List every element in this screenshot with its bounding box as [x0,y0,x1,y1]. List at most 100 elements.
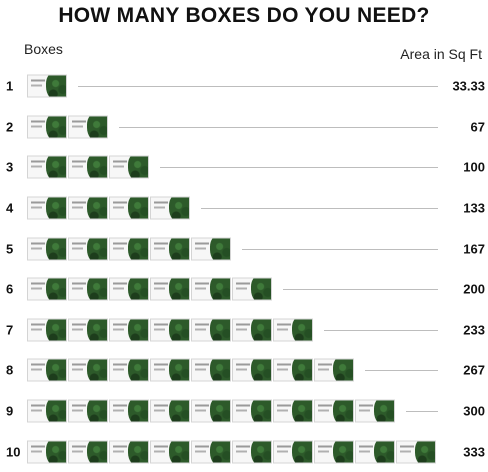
boxwood-box-icon [109,318,149,342]
boxwood-box-icon [109,440,149,464]
area-value: 133 [463,200,485,216]
boxwood-box-icon [191,358,231,382]
boxwood-box-icon [68,155,108,179]
boxwood-box-icon [109,196,149,220]
boxwood-box-icon [232,277,272,301]
boxwood-box-icon [273,318,313,342]
boxwood-box-icon [27,277,67,301]
table-row: 3 100 [0,147,488,188]
box-icons-group [27,74,67,98]
boxwood-box-icon [27,358,67,382]
area-value: 233 [463,322,485,338]
boxwood-box-icon [191,237,231,261]
leader-line [406,411,438,413]
box-count-label: 2 [6,119,14,135]
box-icons-group [27,358,354,382]
boxwood-box-icon [150,196,190,220]
boxwood-box-icon [150,440,190,464]
boxwood-box-icon [232,399,272,423]
boxwood-box-icon [150,318,190,342]
area-value: 200 [463,281,485,297]
box-icons-group [27,318,313,342]
box-count-label: 10 [6,444,21,460]
boxwood-box-icon [314,399,354,423]
boxwood-box-icon [191,399,231,423]
boxwood-box-icon [273,358,313,382]
boxwood-box-icon [109,237,149,261]
box-count-label: 3 [6,159,14,175]
table-row: 2 67 [0,107,488,148]
boxwood-box-icon [109,399,149,423]
box-icons-group [27,399,395,423]
table-row: 6 200 [0,269,488,310]
box-icons-group [27,155,149,179]
boxwood-box-icon [109,277,149,301]
boxwood-box-icon [27,399,67,423]
boxwood-box-icon [27,318,67,342]
leader-line [242,248,438,250]
boxwood-box-icon [355,399,395,423]
boxwood-box-icon [68,399,108,423]
box-count-label: 7 [6,322,14,338]
boxwood-box-icon [109,155,149,179]
boxwood-box-icon [150,277,190,301]
area-value: 33.33 [452,78,485,94]
boxwood-box-icon [68,196,108,220]
box-icons-group [27,115,108,139]
boxes-column-header: Boxes [24,41,63,57]
area-value: 267 [463,362,485,378]
table-row: 10 333 [0,431,488,472]
box-icons-group [27,237,231,261]
boxwood-box-icon [150,399,190,423]
table-row: 8 267 [0,350,488,391]
boxwood-box-icon [396,440,436,464]
area-value: 333 [463,444,485,460]
leader-line [324,329,438,331]
boxwood-box-icon [68,115,108,139]
table-row: 9 300 [0,391,488,432]
box-count-label: 8 [6,362,14,378]
leader-line [119,126,438,128]
box-count-label: 4 [6,200,14,216]
box-count-label: 1 [6,78,14,94]
box-icons-group [27,196,190,220]
table-row: 7 233 [0,310,488,351]
boxwood-box-icon [68,440,108,464]
box-count-label: 6 [6,281,14,297]
boxes-area-table: 1 33.33 2 67 3 100 4 133 5 167 6 200 7 233 8 267 9 300 10 3… [0,66,488,472]
boxwood-box-icon [191,318,231,342]
table-row: 4 133 [0,188,488,229]
boxwood-box-icon [232,318,272,342]
area-column-header: Area in Sq Ft [400,46,482,62]
boxwood-box-icon [27,237,67,261]
boxwood-box-icon [27,440,67,464]
area-value: 300 [463,403,485,419]
boxwood-box-icon [314,440,354,464]
boxwood-box-icon [27,155,67,179]
box-icons-group [27,440,436,464]
area-value: 67 [470,119,485,135]
area-value: 100 [463,159,485,175]
boxwood-box-icon [355,440,395,464]
boxwood-box-icon [68,318,108,342]
boxwood-box-icon [232,358,272,382]
table-row: 5 167 [0,228,488,269]
boxwood-box-icon [68,277,108,301]
box-count-label: 5 [6,241,14,257]
boxwood-box-icon [27,115,67,139]
leader-line [160,167,438,169]
leader-line [365,370,438,372]
leader-line [201,208,438,210]
box-icons-group [27,277,272,301]
boxwood-box-icon [191,440,231,464]
boxwood-box-icon [150,358,190,382]
boxwood-box-icon [232,440,272,464]
boxwood-box-icon [314,358,354,382]
page-title: HOW MANY BOXES DO YOU NEED? [58,4,430,27]
box-count-label: 9 [6,403,14,419]
boxwood-box-icon [273,399,313,423]
area-value: 167 [463,241,485,257]
boxwood-box-icon [191,277,231,301]
table-row: 1 33.33 [0,66,488,107]
boxwood-box-icon [150,237,190,261]
